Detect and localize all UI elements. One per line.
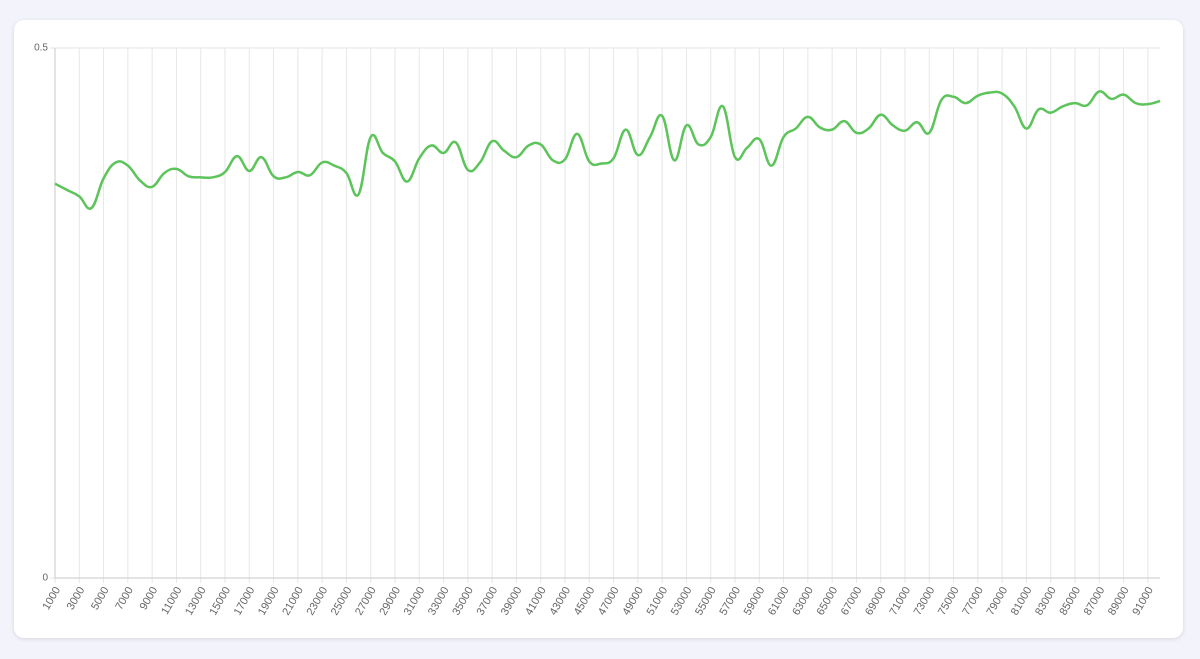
x-tick-label: 63000 — [790, 585, 816, 617]
x-tick-label: 91000 — [1130, 585, 1156, 617]
y-tick-label: 0.5 — [34, 43, 48, 54]
x-tick-label: 29000 — [377, 585, 403, 617]
x-tick-label: 31000 — [402, 585, 428, 617]
x-tick-label: 49000 — [620, 585, 646, 617]
chart-card — [14, 20, 1183, 638]
y-tick-label: 0 — [42, 573, 48, 584]
x-tick-label: 47000 — [596, 585, 622, 617]
x-tick-label: 81000 — [1009, 585, 1035, 617]
x-tick-label: 53000 — [669, 585, 695, 617]
x-tick-label: 65000 — [815, 585, 841, 617]
x-tick-label: 41000 — [523, 585, 549, 617]
x-tick-label: 17000 — [232, 585, 258, 617]
x-tick-label: 83000 — [1033, 585, 1059, 617]
x-tick-label: 45000 — [572, 585, 598, 617]
x-tick-label: 5000 — [89, 585, 112, 612]
x-tick-label: 15000 — [207, 585, 233, 617]
x-tick-label: 21000 — [280, 585, 306, 617]
x-tick-label: 43000 — [547, 585, 573, 617]
x-tick-label: 11000 — [159, 585, 184, 617]
x-tick-label: 69000 — [863, 585, 889, 617]
x-tick-label: 37000 — [475, 585, 501, 617]
x-tick-label: 71000 — [887, 585, 913, 617]
x-tick-label: 51000 — [645, 585, 671, 617]
x-tick-label: 77000 — [960, 585, 986, 617]
x-tick-label: 27000 — [353, 585, 379, 617]
x-tick-label: 57000 — [717, 585, 743, 617]
x-tick-label: 85000 — [1057, 585, 1083, 617]
x-tick-label: 73000 — [912, 585, 938, 617]
x-tick-label: 9000 — [138, 585, 161, 612]
x-tick-label: 61000 — [766, 585, 792, 617]
x-tick-label: 87000 — [1082, 585, 1108, 617]
x-tick-label: 1000 — [40, 585, 63, 612]
x-tick-label: 75000 — [936, 585, 962, 617]
data-line — [54, 90, 1161, 210]
x-tick-label: 13000 — [183, 585, 209, 617]
x-tick-label: 89000 — [1106, 585, 1132, 617]
x-tick-label: 39000 — [499, 585, 525, 617]
x-tick-label: 59000 — [742, 585, 768, 617]
x-tick-label: 67000 — [839, 585, 865, 617]
x-tick-label: 3000 — [65, 585, 88, 612]
x-tick-label: 23000 — [305, 585, 331, 617]
x-tick-label: 35000 — [450, 585, 476, 617]
x-tick-label: 25000 — [329, 585, 355, 617]
x-tick-label: 7000 — [113, 585, 136, 612]
x-tick-label: 79000 — [985, 585, 1011, 617]
x-tick-label: 55000 — [693, 585, 719, 617]
x-tick-label: 33000 — [426, 585, 452, 617]
x-tick-label: 19000 — [256, 585, 282, 617]
